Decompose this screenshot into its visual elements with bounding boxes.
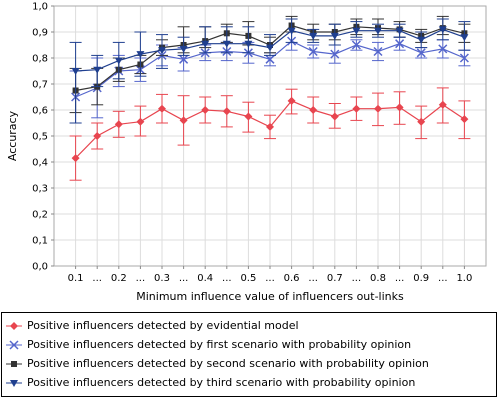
data-point — [352, 27, 361, 35]
data-point — [395, 39, 405, 49]
y-tick-label: 0,8 — [32, 54, 48, 65]
data-point — [244, 112, 253, 121]
data-point — [265, 54, 275, 64]
y-tick-label: 0,5 — [32, 132, 48, 143]
data-point — [460, 34, 469, 42]
data-point — [395, 27, 404, 35]
data-point — [136, 117, 145, 126]
data-point — [71, 68, 80, 75]
data-point — [266, 122, 274, 131]
x-marker-icon — [6, 339, 22, 350]
y-tick-label: 0,9 — [32, 28, 48, 39]
data-point — [330, 49, 340, 59]
x-tick-label: ... — [438, 273, 448, 284]
data-point — [71, 154, 80, 163]
y-tick-label: 0,0 — [32, 262, 48, 273]
data-point — [438, 100, 447, 109]
data-point — [93, 66, 102, 74]
legend-label: Positive influencers detected by evident… — [27, 319, 299, 332]
x-tick-label: ... — [308, 273, 318, 284]
data-point — [222, 107, 231, 116]
y-tick-label: 0,4 — [32, 158, 48, 169]
data-point — [222, 40, 231, 48]
legend-item: Positive influencers detected by evident… — [6, 317, 299, 334]
x-tick-label: ... — [92, 273, 102, 284]
data-point — [266, 44, 274, 52]
series-group — [69, 87, 471, 181]
square-marker-icon — [6, 360, 22, 367]
data-point — [287, 96, 296, 105]
y-axis-label: Accuracy — [6, 110, 19, 161]
legend-label: Positive influencers detected by second … — [27, 357, 429, 370]
x-tick-label: 0.5 — [240, 273, 256, 284]
data-point — [459, 53, 469, 63]
data-point — [351, 40, 361, 50]
data-point — [114, 57, 123, 65]
y-tick-label: 0,7 — [32, 80, 48, 91]
x-tick-label: ... — [222, 273, 232, 284]
data-point — [93, 132, 102, 140]
x-tick-label: 0.3 — [154, 273, 170, 284]
data-point — [460, 115, 469, 124]
x-tick-label: 0.7 — [327, 273, 343, 284]
legend-item: Positive influencers detected by second … — [6, 355, 429, 372]
data-point — [309, 106, 318, 114]
data-point — [136, 51, 145, 59]
y-axis: 0,0 0,1 0,2 0,3 0,4 0,5 0,6 0,7 0,8 0,9 1,0 — [32, 2, 54, 273]
legend-label: Positive influencers detected by first s… — [27, 338, 412, 351]
data-point — [417, 117, 426, 126]
data-point — [438, 44, 448, 54]
y-tick-label: 0,1 — [32, 236, 48, 247]
x-tick-label: 0.9 — [413, 273, 429, 284]
data-point — [352, 104, 361, 113]
legend: Positive influencers detected by evident… — [1, 312, 497, 397]
data-point — [438, 26, 447, 34]
data-point — [179, 116, 188, 125]
x-tick-label: 0.2 — [111, 273, 127, 284]
x-tick-label: 1.0 — [456, 273, 472, 284]
legend-item: Positive influencers detected by third s… — [6, 374, 415, 391]
y-tick-label: 0,3 — [32, 184, 48, 195]
data-point — [374, 27, 382, 35]
diamond-marker-icon — [6, 321, 22, 330]
data-point — [201, 40, 210, 48]
series — [69, 15, 471, 181]
data-point — [179, 45, 188, 53]
data-point — [114, 120, 123, 129]
x-tick-label: ... — [179, 273, 189, 284]
data-point — [287, 27, 296, 35]
x-tick-label: ... — [352, 273, 362, 284]
data-point — [330, 112, 339, 121]
x-axis: 0.1... 0.2... 0.3... 0.4... 0.5... 0.6... 0.7.… — [68, 266, 472, 284]
data-point — [244, 40, 253, 48]
x-tick-label: 0.8 — [370, 273, 386, 284]
x-tick-label: ... — [265, 273, 275, 284]
data-point — [158, 104, 166, 113]
legend-label: Positive influencers detected by third s… — [27, 376, 416, 389]
data-point — [417, 36, 426, 44]
data-point — [308, 46, 318, 57]
triangle-down-marker-icon — [6, 379, 22, 387]
series-group — [69, 18, 471, 124]
data-point — [201, 106, 210, 114]
data-point — [416, 48, 426, 58]
data-point — [330, 32, 339, 40]
y-tick-label: 0,6 — [32, 106, 48, 117]
data-point — [158, 47, 166, 55]
legend-item: Positive influencers detected by first s… — [6, 336, 411, 353]
data-point — [373, 46, 383, 57]
x-axis-label: Minimum influence value of influencers o… — [136, 290, 404, 303]
x-tick-label: 0.1 — [68, 273, 84, 284]
data-point — [395, 103, 404, 112]
data-point — [374, 104, 382, 113]
x-tick-label: ... — [395, 273, 405, 284]
data-point — [309, 32, 318, 40]
x-tick-label: 0.6 — [284, 273, 300, 284]
y-tick-label: 0,2 — [32, 210, 48, 221]
y-tick-label: 1,0 — [32, 2, 48, 13]
x-tick-label: 0.4 — [197, 273, 213, 284]
data-point — [179, 54, 189, 64]
x-tick-label: ... — [136, 273, 146, 284]
